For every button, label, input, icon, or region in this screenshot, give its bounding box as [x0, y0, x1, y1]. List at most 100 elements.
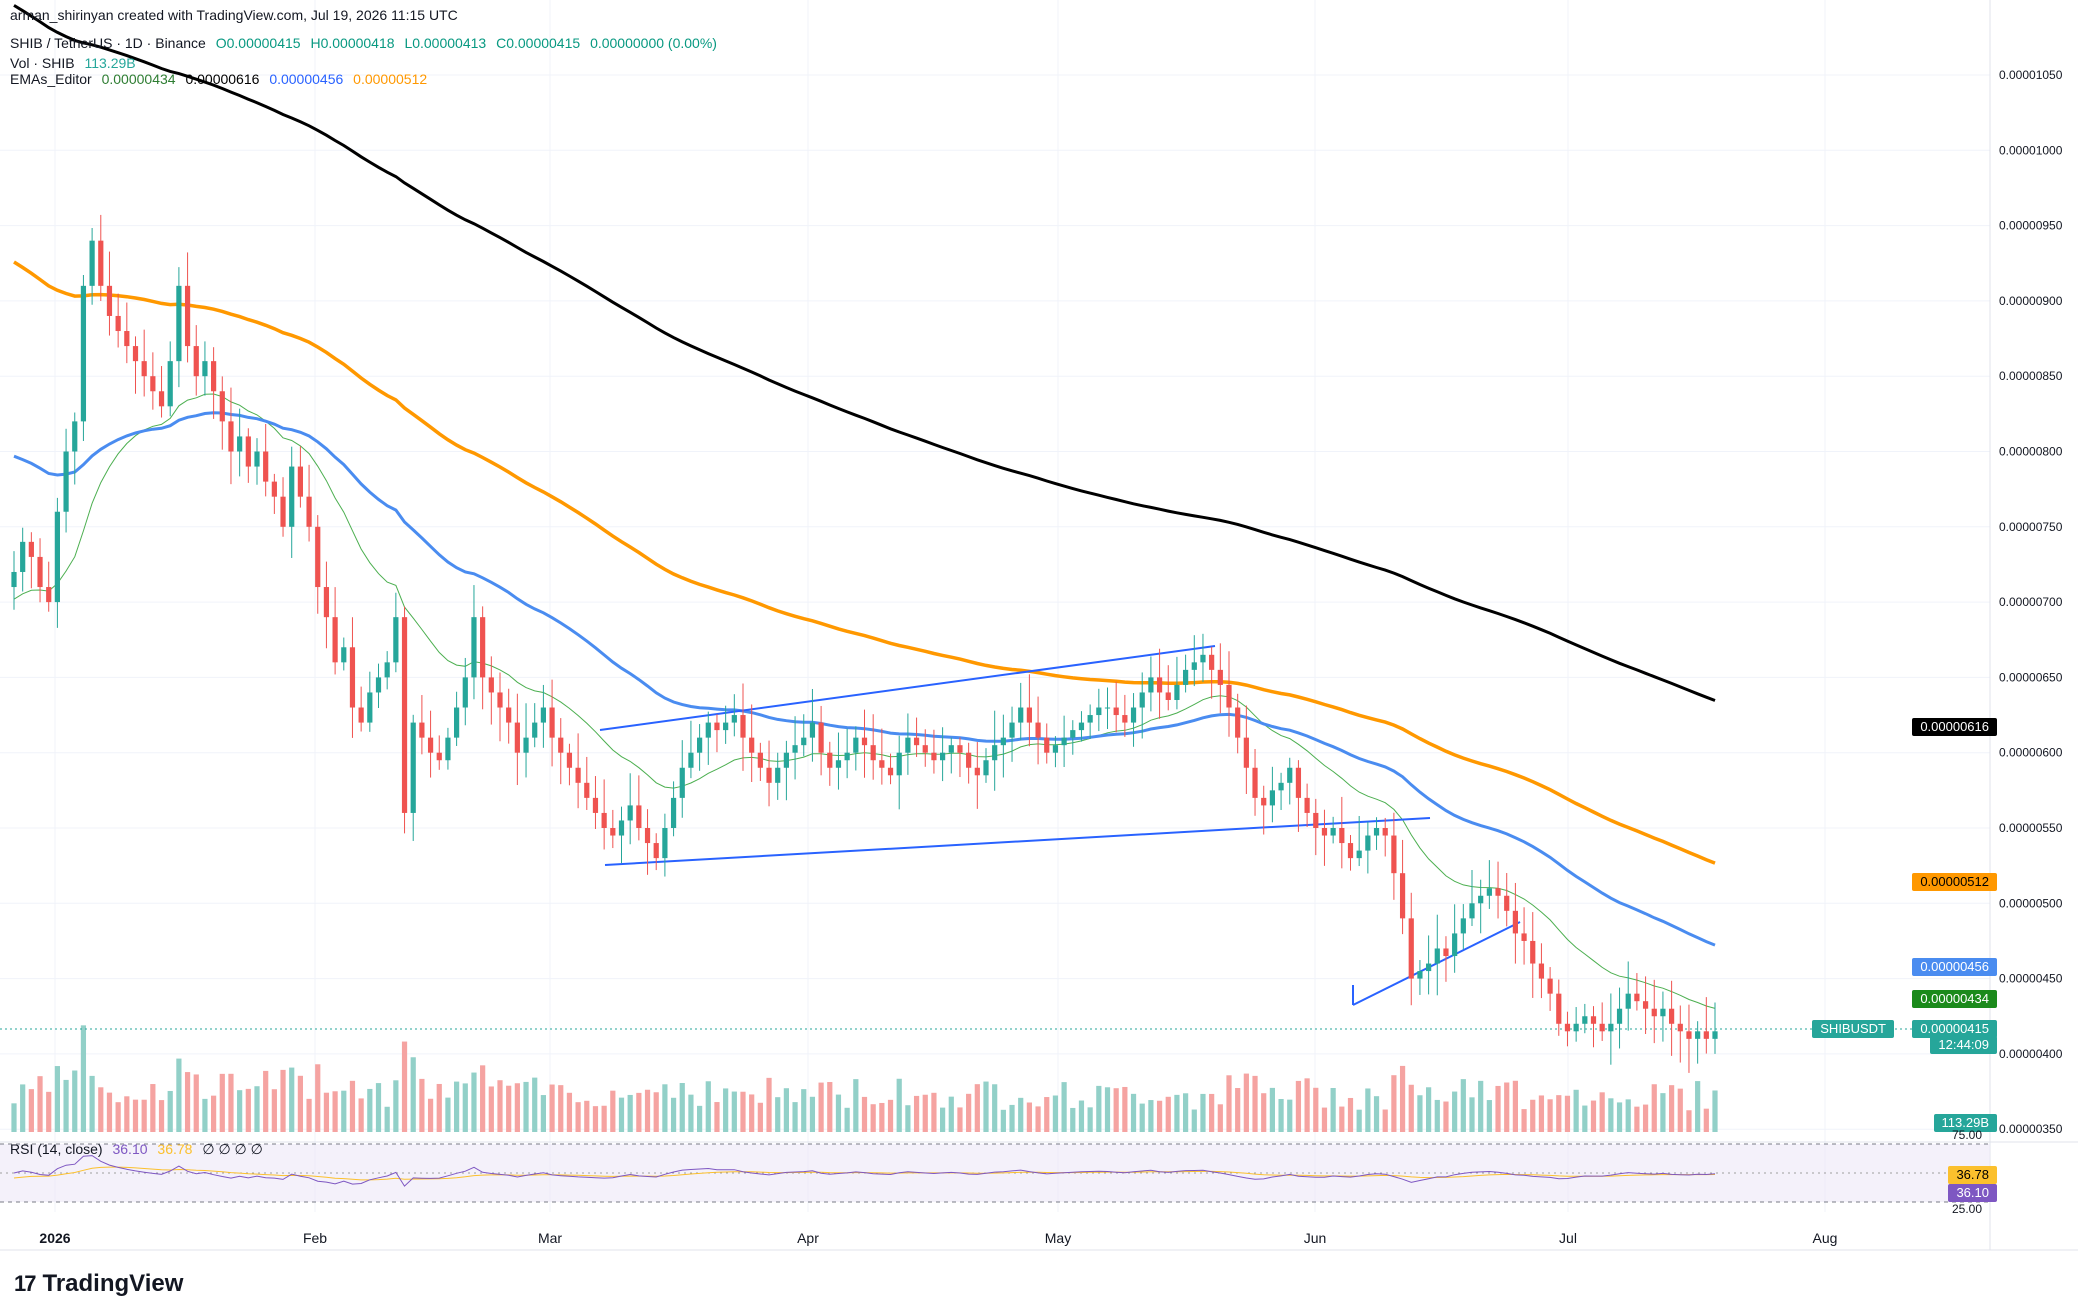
volume-bar — [1669, 1085, 1675, 1132]
volume-bar — [1183, 1093, 1189, 1132]
candle-body — [193, 346, 199, 377]
candle-body — [454, 707, 460, 738]
time-tick-label: Feb — [303, 1230, 327, 1246]
candle-body — [219, 391, 225, 422]
volume-bar — [462, 1083, 468, 1132]
volume-label[interactable]: Vol · SHIB — [10, 55, 75, 71]
rsi-tag: 36.10 — [1948, 1184, 1997, 1202]
volume-bar — [644, 1089, 651, 1132]
candle-body — [783, 752, 789, 768]
volume-bar — [801, 1089, 807, 1132]
candle-body — [158, 391, 165, 407]
volume-bar — [1460, 1079, 1466, 1132]
tradingview-logo[interactable]: 17 TradingView — [14, 1270, 183, 1298]
volume-bar — [28, 1089, 34, 1132]
rsi-upper-label: 75.00 — [1951, 1128, 1982, 1142]
volume-bar — [454, 1081, 460, 1132]
candle-body — [1556, 993, 1562, 1024]
volume-bar — [1078, 1100, 1085, 1132]
price-axis: 0.00001050 0.00001000 0.00000950 0.00000900… — [1999, 68, 2063, 1136]
candle-body — [1399, 873, 1406, 919]
volume-bar — [1634, 1106, 1640, 1132]
candle-body — [436, 752, 442, 761]
candle-body — [966, 752, 972, 768]
candle-body — [931, 752, 937, 761]
candle-body — [974, 767, 980, 776]
volume-bar — [297, 1075, 303, 1132]
candle-body — [636, 805, 642, 828]
candle-body — [913, 737, 920, 746]
volume-bar — [974, 1084, 980, 1132]
volume-bar — [1695, 1081, 1701, 1132]
candle-body — [1426, 963, 1432, 972]
candle-body — [401, 617, 408, 813]
candle-body — [818, 722, 824, 753]
volume-bar — [1426, 1087, 1432, 1132]
candle-body — [1530, 940, 1536, 964]
volume-bar — [245, 1088, 251, 1132]
volume-bar — [714, 1102, 720, 1132]
volume-bar — [384, 1106, 390, 1132]
candle-body — [1417, 971, 1423, 979]
volume-bar — [1026, 1102, 1032, 1132]
candle-body — [1365, 835, 1371, 851]
tradingview-logo-icon: 17 — [14, 1271, 37, 1296]
rsi-value: 36.10 — [112, 1141, 148, 1157]
candle-body — [957, 745, 963, 753]
candle-body — [1052, 745, 1059, 753]
volume-bar — [662, 1084, 668, 1132]
volume-bar — [132, 1099, 139, 1132]
volume-bar — [809, 1096, 816, 1132]
candle-body — [323, 587, 330, 618]
volume-bar — [1269, 1087, 1275, 1132]
candle-body — [1599, 1023, 1605, 1032]
candle-body — [1408, 918, 1414, 979]
volume-bar — [922, 1094, 928, 1132]
candle-body — [1538, 963, 1545, 979]
volume-bar — [670, 1097, 677, 1132]
rsi-label[interactable]: RSI (14, close) — [10, 1141, 103, 1157]
candle-body — [1235, 707, 1241, 738]
ema-label[interactable]: EMAs_Editor — [10, 71, 92, 87]
volume-bar — [1165, 1096, 1171, 1132]
volume-bar — [1608, 1098, 1614, 1132]
volume-bar — [80, 1025, 87, 1132]
ticker-tag: SHIBUSDT — [1812, 1020, 1894, 1038]
volume-bar — [63, 1079, 69, 1132]
candle-body — [514, 722, 520, 753]
candle-body — [1200, 654, 1206, 663]
volume-bar — [879, 1102, 885, 1132]
volume-bar — [532, 1077, 538, 1132]
candle-body — [124, 331, 130, 347]
candle-body — [80, 285, 87, 422]
ema50-price-tag: 0.00000456 — [1912, 958, 1997, 976]
candle-body — [723, 722, 729, 731]
candle-body — [1478, 895, 1484, 904]
volume-bar — [401, 1041, 408, 1132]
volume-bar — [211, 1095, 217, 1132]
volume-bar — [913, 1095, 920, 1132]
volume-bar — [358, 1098, 364, 1132]
volume-bar — [697, 1105, 703, 1132]
volume-bar — [480, 1065, 486, 1132]
volume-bar — [566, 1092, 573, 1132]
volume-bar — [1452, 1091, 1458, 1132]
volume-bar — [89, 1075, 95, 1132]
candle-body — [176, 285, 182, 362]
candle-body — [497, 692, 503, 708]
trendline — [604, 817, 1431, 866]
candle-body — [757, 752, 763, 768]
volume-bar — [1243, 1073, 1249, 1132]
symbol-label[interactable]: SHIB / TetherUS · 1D · Binance — [10, 35, 206, 51]
candle-body — [1304, 797, 1310, 813]
volume-bar — [1139, 1103, 1145, 1132]
price-tick-label: 0.00000350 — [1999, 1122, 2063, 1136]
volume-bar — [332, 1091, 338, 1132]
candle-body — [1018, 707, 1024, 723]
volume-bar — [375, 1083, 382, 1132]
candle-body — [1495, 888, 1501, 896]
candle-body — [540, 707, 546, 723]
candle-body — [523, 737, 529, 753]
volume-bar — [1382, 1109, 1388, 1132]
